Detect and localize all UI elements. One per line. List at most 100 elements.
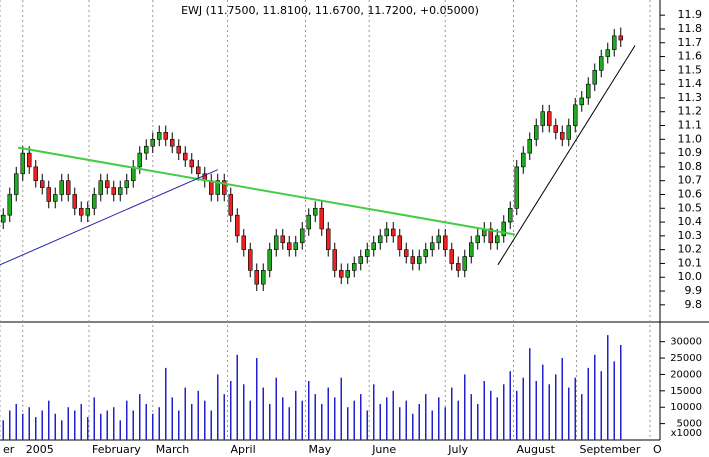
candle-body xyxy=(345,270,350,278)
x-tick-label: August xyxy=(517,443,556,456)
candle-body xyxy=(403,249,409,257)
trend-line xyxy=(0,169,218,266)
y-tick-label: 11.6 xyxy=(678,50,703,63)
candle-body xyxy=(566,125,571,140)
x-tick-label: September xyxy=(580,443,641,456)
candle-body xyxy=(144,145,149,154)
candle-body xyxy=(455,263,461,271)
candle-body xyxy=(124,180,130,188)
y-tick-label: 10.5 xyxy=(678,201,703,214)
trend-line xyxy=(497,45,636,266)
y-tick-label: 11.5 xyxy=(678,63,703,76)
chart-title: EWJ (11.7500, 11.8100, 11.6700, 11.7200,… xyxy=(181,4,479,17)
candle-body xyxy=(7,194,13,216)
candle-body xyxy=(358,256,363,264)
candle-body xyxy=(364,249,370,257)
candle-body xyxy=(85,207,91,216)
candle-body xyxy=(325,228,331,250)
trend-line xyxy=(18,146,515,236)
candle-body xyxy=(533,125,539,140)
candle-body xyxy=(377,235,383,244)
candle-body xyxy=(14,173,19,195)
candle-body xyxy=(429,242,435,250)
candle-body xyxy=(351,263,357,271)
y-tick-label: 11.1 xyxy=(678,119,703,132)
volume-tick-label: 15000 xyxy=(670,386,702,397)
candle-body xyxy=(26,152,32,168)
candle-body xyxy=(371,242,376,250)
candle-body xyxy=(546,111,552,126)
candle-body xyxy=(163,132,169,140)
candle-body xyxy=(488,228,493,244)
candle-body xyxy=(397,235,402,250)
candle-body xyxy=(611,35,617,50)
y-tick-label: 11.9 xyxy=(678,8,703,21)
x-tick-label: er xyxy=(3,443,15,456)
candle-body xyxy=(196,166,201,175)
candle-body xyxy=(540,111,545,126)
candle-body xyxy=(170,139,175,147)
volume-tick-label: 30000 xyxy=(670,337,702,348)
y-tick-label: 10.4 xyxy=(678,215,703,228)
candle-body xyxy=(189,159,195,168)
candle-body xyxy=(592,70,597,85)
candle-body xyxy=(39,180,45,188)
y-tick-label: 11.8 xyxy=(678,22,703,35)
candle-body xyxy=(312,207,318,216)
candle-body xyxy=(150,139,156,147)
y-tick-label: 10.9 xyxy=(678,146,703,159)
volume-tick-label: 10000 xyxy=(670,402,702,413)
y-tick-label: 11.7 xyxy=(678,36,703,49)
candle-body xyxy=(286,242,292,250)
candle-body xyxy=(618,35,623,41)
x-tick-label: July xyxy=(447,443,468,456)
candle-body xyxy=(423,249,428,257)
candle-body xyxy=(215,180,221,195)
candle-body xyxy=(66,180,71,195)
candle-body xyxy=(553,125,558,133)
volume-tick-label: 25000 xyxy=(670,353,702,364)
candle-body xyxy=(293,242,298,250)
x-tick-label: February xyxy=(92,443,141,456)
candle-body xyxy=(527,139,532,154)
candle-body xyxy=(306,214,311,230)
candle-body xyxy=(468,242,474,257)
candle-body xyxy=(98,180,104,195)
candle-body xyxy=(79,207,84,216)
candle-body xyxy=(248,249,253,271)
candle-body xyxy=(442,235,448,250)
candle-body xyxy=(59,180,64,195)
candle-body xyxy=(241,235,247,250)
candle-body xyxy=(507,207,513,223)
y-tick-label: 11.0 xyxy=(678,132,703,145)
candle-body xyxy=(605,49,610,57)
candle-body xyxy=(579,97,584,106)
candle-body xyxy=(20,152,25,175)
candle-body xyxy=(254,270,260,285)
candle-body xyxy=(137,152,143,168)
candle-body xyxy=(585,83,591,99)
candle-body xyxy=(449,249,454,264)
candle-body xyxy=(338,270,344,278)
candle-body xyxy=(462,256,467,271)
candle-body xyxy=(111,187,117,195)
x-tick-label: May xyxy=(309,443,332,456)
candle-body xyxy=(260,270,266,285)
y-tick-label: 9.9 xyxy=(685,284,703,297)
candle-body xyxy=(598,56,604,71)
candle-body xyxy=(410,256,415,264)
candle-body xyxy=(494,235,500,244)
candle-body xyxy=(332,249,337,271)
candle-body xyxy=(520,152,526,168)
candle-body xyxy=(118,187,123,195)
x-tick-label: O xyxy=(653,443,662,456)
y-tick-label: 10.6 xyxy=(678,187,703,200)
x-tick-label: March xyxy=(156,443,190,456)
y-tick-label: 10.0 xyxy=(678,270,703,283)
candle-body xyxy=(267,249,272,271)
candle-body xyxy=(436,235,441,244)
y-tick-label: 11.3 xyxy=(678,91,703,104)
candle-body xyxy=(183,152,188,161)
x-tick-label: April xyxy=(231,443,256,456)
